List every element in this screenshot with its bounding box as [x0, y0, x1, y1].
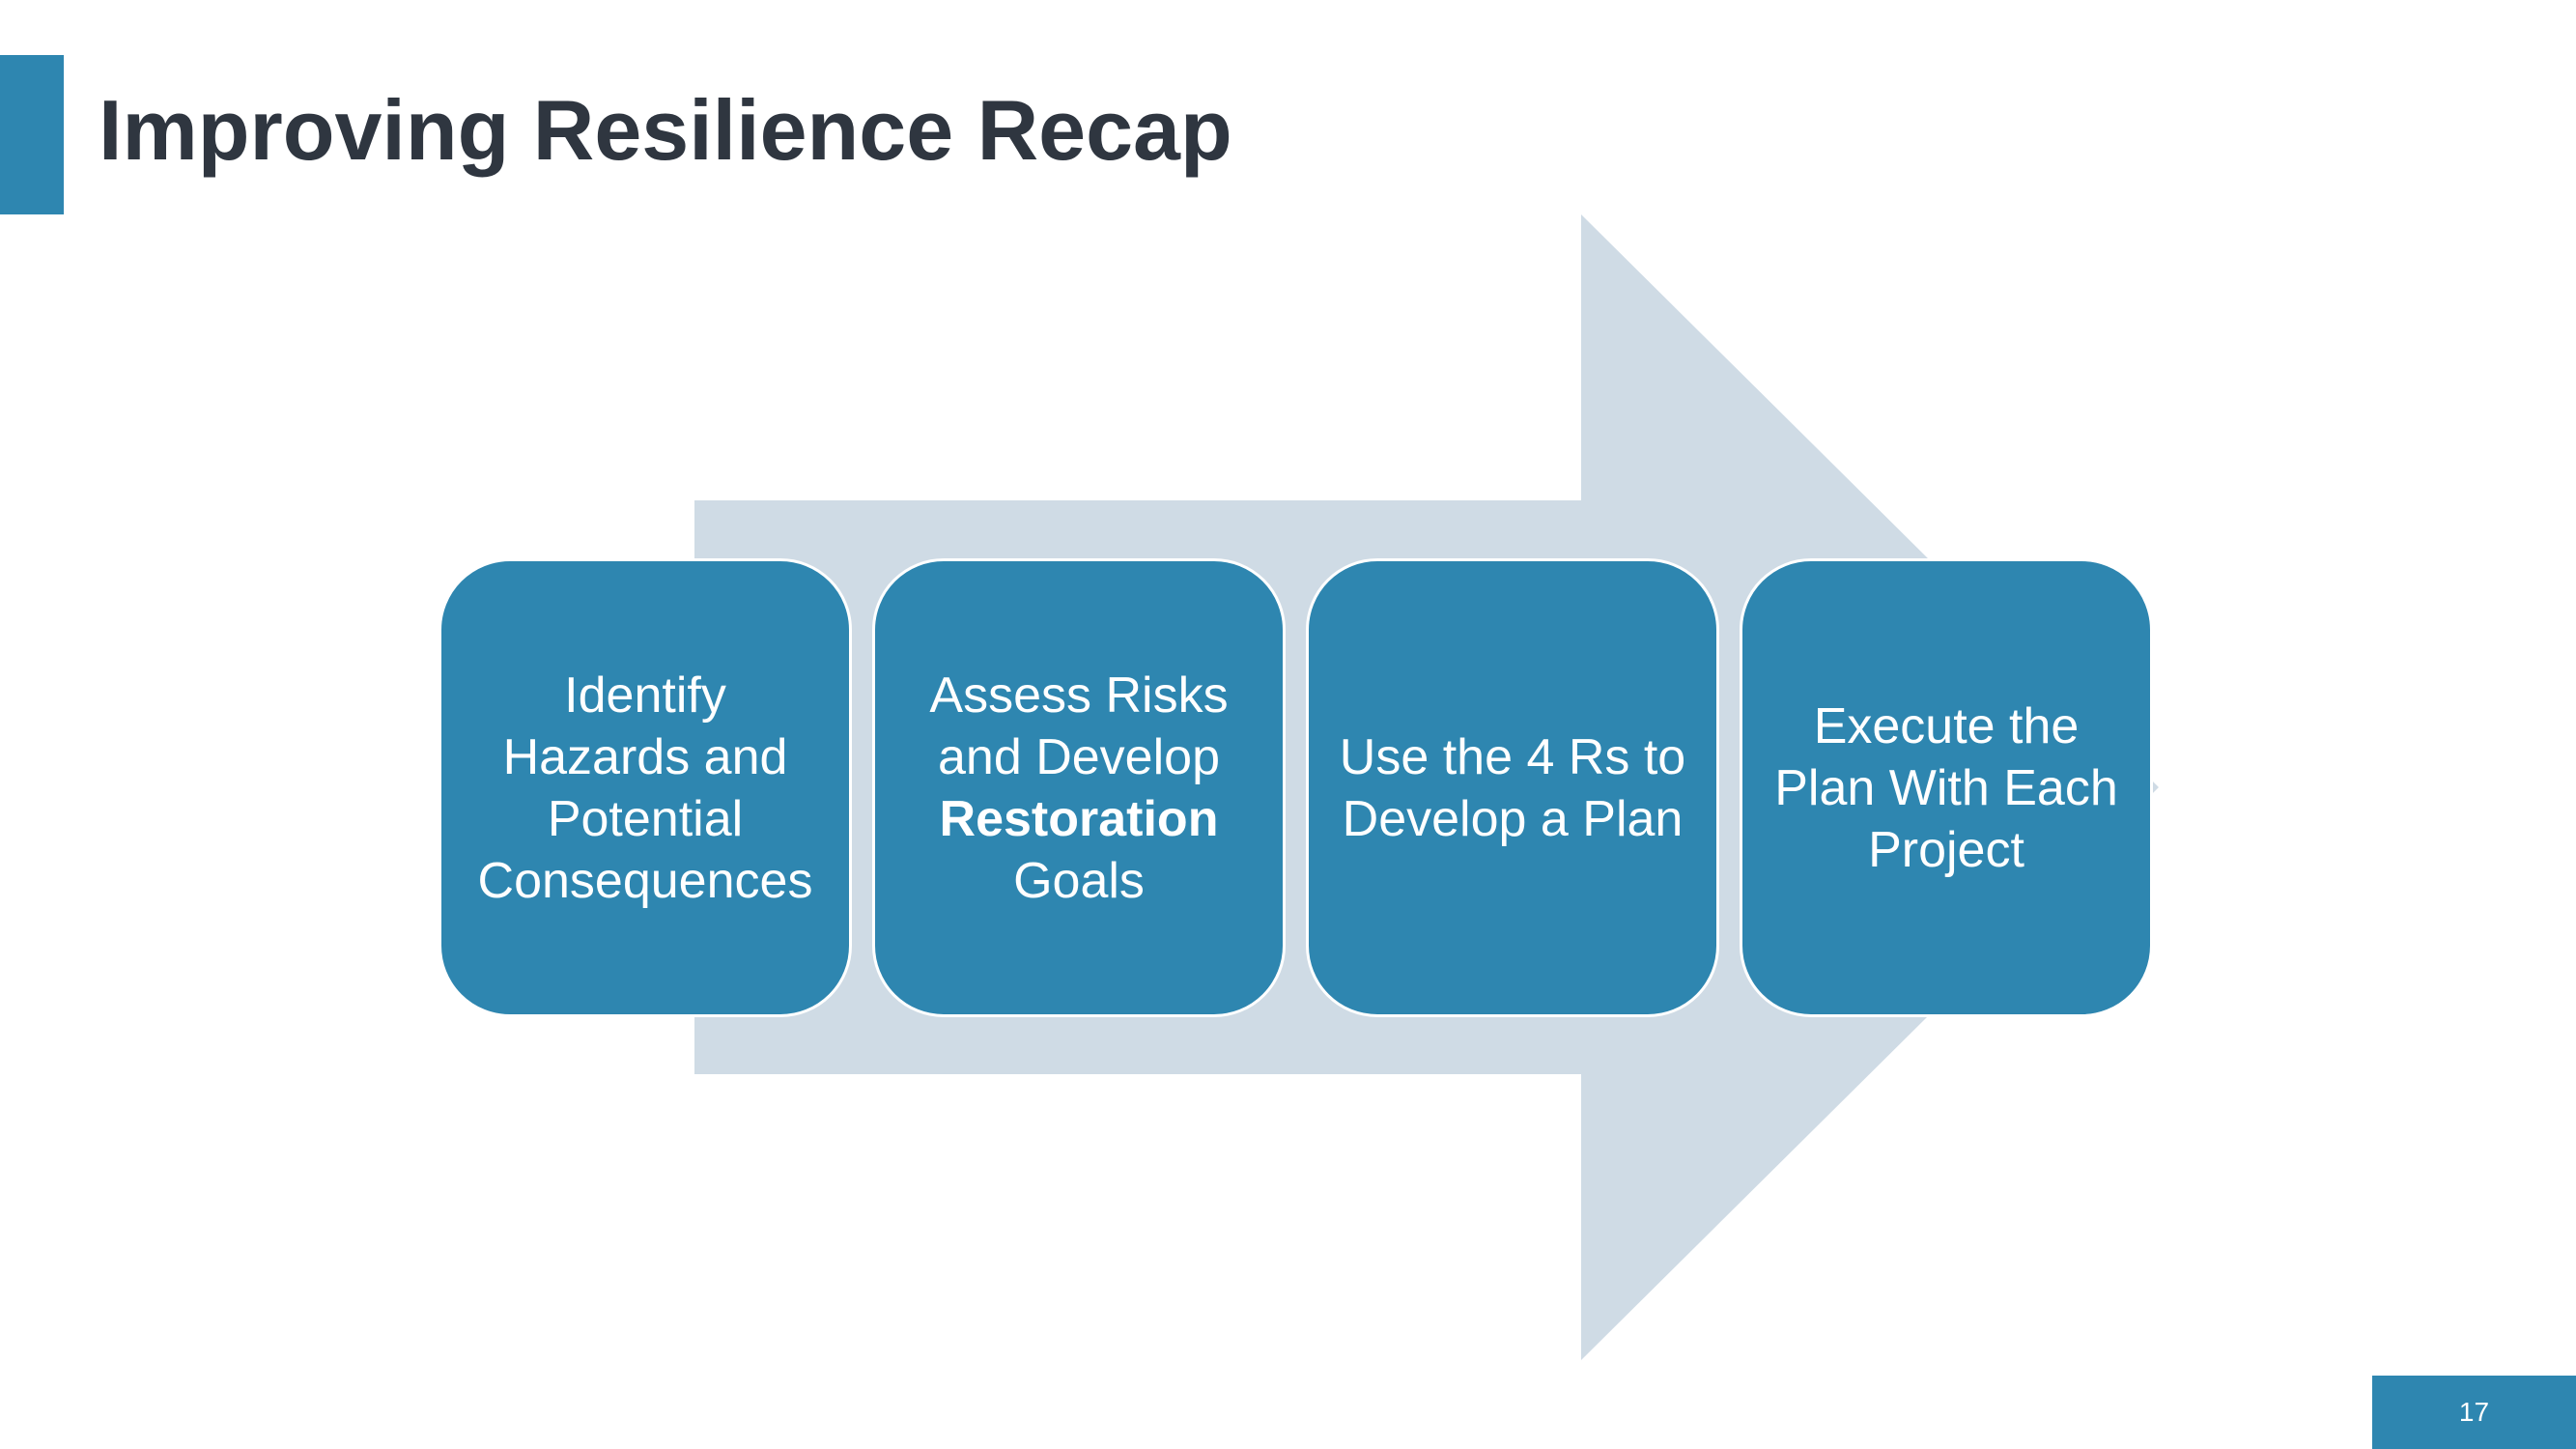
step-label: Identify Hazards and Potential Consequen…: [477, 667, 813, 909]
step-label-emphasis: Restoration: [939, 790, 1219, 847]
step-label-part: Goals: [1013, 852, 1145, 909]
slide-title: Improving Resilience Recap: [99, 82, 1232, 178]
step-label: Execute the Plan With Each Project: [1774, 697, 2118, 878]
page-number-box: 17: [2372, 1376, 2576, 1449]
step-label-part: Assess Risks and Develop: [929, 667, 1229, 785]
step-label: Use the 4 Rs to Develop a Plan: [1339, 728, 1686, 847]
step-label: Assess Risks and Develop Restoration Goals: [905, 665, 1253, 912]
step-assess-risks: Assess Risks and Develop Restoration Goals: [872, 558, 1286, 1017]
step-use-4-rs: Use the 4 Rs to Develop a Plan: [1306, 558, 1719, 1017]
step-execute-plan: Execute the Plan With Each Project: [1740, 558, 2153, 1017]
page-number: 17: [2458, 1397, 2490, 1427]
title-accent-bar: [0, 55, 64, 214]
step-identify-hazards: Identify Hazards and Potential Consequen…: [439, 558, 852, 1017]
